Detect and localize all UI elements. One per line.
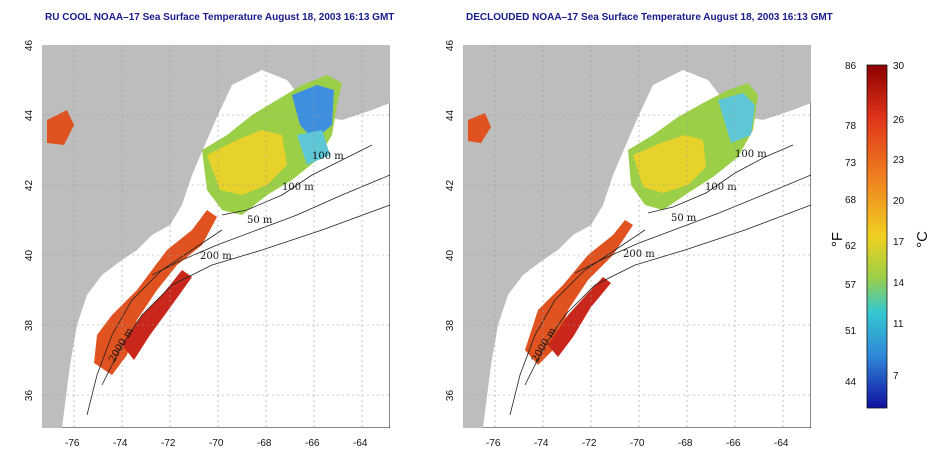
contour-100m	[647, 144, 794, 214]
f-tick: 78	[845, 121, 857, 132]
contour-2000m	[101, 204, 390, 386]
sst-cool-edge	[718, 93, 755, 143]
lat-tick: 38	[24, 319, 36, 332]
lat-tick: 42	[445, 179, 457, 192]
contour-coast	[86, 229, 223, 416]
contour-coast	[509, 229, 646, 416]
c-tick: 14	[893, 278, 905, 289]
sst-gulf-maine-yellow	[207, 130, 287, 195]
colorbar-gradient	[866, 64, 888, 409]
contour-200m	[151, 174, 390, 276]
lat-tick: 36	[24, 389, 36, 402]
f-tick: 51	[845, 326, 857, 337]
c-tick: 30	[893, 61, 905, 72]
lat-tick: 36	[445, 389, 457, 402]
lon-tick: -68	[257, 438, 272, 449]
sst-cool-edge	[297, 130, 330, 165]
c-tick: 23	[893, 155, 905, 166]
c-tick: 7	[893, 371, 899, 382]
lon-tick: -64	[774, 438, 789, 449]
lat-tick: 42	[24, 179, 36, 192]
land-mass	[463, 45, 811, 428]
contour-label-100: 100 m	[312, 151, 344, 162]
grid-lines	[42, 45, 390, 428]
land-mass	[42, 45, 390, 428]
f-tick: 68	[845, 195, 857, 206]
lat-tick: 44	[445, 109, 457, 122]
lat-tick: 46	[445, 39, 457, 52]
lon-tick: -72	[161, 438, 176, 449]
lon-tick: -76	[65, 438, 80, 449]
unit-celsius: °C	[913, 231, 931, 248]
c-tick: 17	[893, 237, 905, 248]
contour-label-100b: 100 m	[282, 182, 314, 193]
lon-tick: -76	[486, 438, 501, 449]
contour-label-200: 200 m	[200, 251, 232, 262]
contour-200m	[574, 174, 811, 274]
unit-fahrenheit: °F	[829, 231, 847, 248]
lon-tick: -66	[726, 438, 741, 449]
contour-label-50: 50 m	[247, 215, 273, 226]
contour-label-50: 50 m	[671, 213, 697, 224]
lat-tick: 40	[445, 249, 457, 262]
lon-tick: -74	[534, 438, 549, 449]
f-tick: 73	[845, 158, 857, 169]
contour-label-200: 200 m	[623, 249, 655, 260]
c-tick: 20	[893, 196, 905, 207]
sst-warm-swath	[94, 210, 217, 375]
lon-tick: -68	[678, 438, 693, 449]
sst-warm-core	[122, 270, 192, 360]
sst-offshore-patch	[468, 113, 491, 143]
grid-lines	[463, 45, 811, 428]
contour-2000m	[524, 204, 811, 386]
lon-tick: -74	[113, 438, 128, 449]
left-sst-map: 100 m 100 m 50 m 200 m 2000 m	[42, 45, 390, 428]
contour-label-100: 100 m	[735, 149, 767, 160]
f-tick: 86	[845, 61, 857, 72]
lon-tick: -64	[353, 438, 368, 449]
sst-offshore-patch	[47, 110, 74, 145]
c-tick: 26	[893, 115, 905, 126]
temperature-colorbar: 86 78 73 68 62 57 51 44 30 26 23 20 17 1…	[829, 45, 940, 415]
lat-tick: 44	[24, 109, 36, 122]
contour-label-100b: 100 m	[705, 182, 737, 193]
lon-tick: -72	[582, 438, 597, 449]
left-map-title: RU COOL NOAA–17 Sea Surface Temperature …	[45, 12, 395, 23]
lat-tick: 40	[24, 249, 36, 262]
f-tick: 44	[845, 377, 857, 388]
right-map-title: DECLOUDED NOAA–17 Sea Surface Temperatur…	[466, 12, 833, 23]
lat-tick: 38	[445, 319, 457, 332]
lat-tick: 46	[24, 39, 36, 52]
f-tick: 62	[845, 241, 857, 252]
sst-gulf-maine-yellow	[633, 135, 706, 193]
lon-tick: -70	[209, 438, 224, 449]
sst-cold-patch	[292, 85, 334, 140]
lon-tick: -70	[630, 438, 645, 449]
c-tick: 11	[893, 319, 904, 330]
f-tick: 57	[845, 280, 857, 291]
sst-warm-core	[548, 277, 611, 357]
lon-tick: -66	[305, 438, 320, 449]
right-sst-map: 100 m 100 m 50 m 200 m 2000 m	[463, 45, 811, 428]
